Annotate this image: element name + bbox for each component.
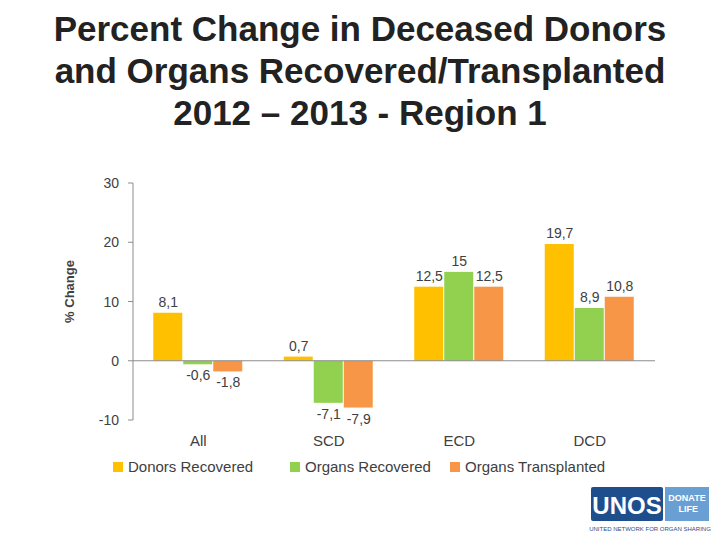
logo-tag: DONATE LIFE bbox=[668, 493, 705, 514]
data-label: -7,9 bbox=[347, 411, 371, 427]
bar bbox=[314, 361, 343, 403]
data-label: 8,1 bbox=[159, 294, 179, 310]
bar bbox=[474, 287, 503, 361]
y-axis-label: % Change bbox=[62, 260, 77, 323]
data-label: 15 bbox=[451, 253, 467, 269]
x-axis bbox=[133, 360, 655, 361]
title: Percent Change in Deceased Donors and Or… bbox=[20, 8, 700, 134]
bars bbox=[153, 244, 634, 408]
data-label: 0,7 bbox=[289, 338, 309, 354]
data-label: -7,1 bbox=[317, 406, 341, 422]
bar bbox=[284, 357, 313, 361]
data-label: -1,8 bbox=[216, 374, 240, 390]
data-label: 19,7 bbox=[546, 225, 573, 241]
legend-label: Organs Transplanted bbox=[465, 458, 605, 475]
bar bbox=[414, 287, 443, 361]
bar bbox=[344, 361, 373, 408]
logo-subtitle: UNITED NETWORK FOR ORGAN SHARING bbox=[589, 526, 711, 532]
y-tick bbox=[128, 183, 133, 184]
y-tick bbox=[128, 301, 133, 302]
y-tick-label: 10 bbox=[103, 294, 119, 310]
legend-label: Organs Recovered bbox=[305, 458, 431, 475]
x-tick-label: All bbox=[190, 432, 207, 449]
x-tick-label: DCD bbox=[574, 432, 607, 449]
data-label: 12,5 bbox=[416, 268, 443, 284]
legend-swatch bbox=[450, 462, 460, 472]
bar bbox=[213, 361, 242, 372]
bar bbox=[605, 297, 634, 361]
logo-name: UNOS bbox=[592, 492, 661, 519]
legend-swatch bbox=[290, 462, 300, 472]
logo-box bbox=[591, 487, 663, 521]
bar bbox=[153, 313, 182, 361]
chart: -10 0 10 20 30 % Change All 8,1 -0,6 -1,8 SCD 0,7 -7… bbox=[0, 0, 720, 540]
bar bbox=[183, 361, 212, 365]
y-tick-label: 20 bbox=[103, 234, 119, 250]
data-label: 12,5 bbox=[476, 268, 503, 284]
y-tick bbox=[128, 360, 133, 361]
bar bbox=[575, 308, 604, 361]
legend-label: Donors Recovered bbox=[128, 458, 253, 475]
legend-swatch bbox=[113, 462, 123, 472]
data-label: -0,6 bbox=[186, 367, 210, 383]
y-tick-label: -10 bbox=[99, 412, 119, 428]
logo-tag-box bbox=[665, 487, 709, 521]
y-tick-label: 0 bbox=[111, 353, 119, 369]
data-label: 10,8 bbox=[606, 278, 633, 294]
bar bbox=[444, 272, 473, 361]
y-tick bbox=[128, 242, 133, 243]
y-tick bbox=[128, 420, 133, 421]
bar bbox=[545, 244, 574, 361]
x-tick-label: ECD bbox=[443, 432, 475, 449]
x-tick-label: SCD bbox=[313, 432, 345, 449]
data-label: 8,9 bbox=[580, 289, 600, 305]
y-tick-label: 30 bbox=[103, 175, 119, 191]
